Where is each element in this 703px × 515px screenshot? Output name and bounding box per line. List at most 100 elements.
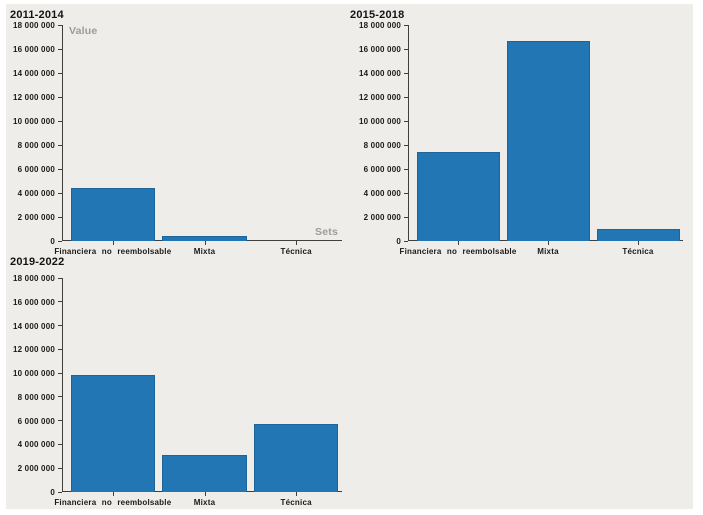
y-tick (58, 301, 62, 303)
y-tick (58, 372, 62, 374)
x-tick (296, 492, 298, 496)
bar-financiera-no-reembolsable (416, 152, 500, 241)
y-tick (404, 144, 408, 146)
bar-financiera-no-reembolsable (70, 188, 156, 241)
y-tick-label: 6 000 000 (17, 416, 55, 426)
y-tick (404, 192, 408, 194)
chart-title: 2019-2022 (10, 256, 65, 268)
y-tick (404, 96, 408, 98)
y-tick (404, 240, 408, 242)
y-tick (404, 48, 408, 50)
y-tick-label: 4 000 000 (17, 440, 55, 450)
y-tick-label: 8 000 000 (17, 392, 55, 402)
y-tick-label: 6 000 000 (17, 165, 55, 174)
x-axis-title: Sets (315, 226, 338, 238)
y-tick-label: 2 000 000 (17, 213, 55, 222)
y-tick (58, 396, 62, 398)
y-tick (58, 120, 62, 122)
x-category-label: Financiera no reembolsable (54, 247, 172, 256)
bar-mixta (506, 41, 590, 241)
y-tick (58, 96, 62, 98)
y-tick (58, 72, 62, 74)
chart-2015-2018: 2015-2018 0 2 000 000 4 000 000 6 000 000 8 … (340, 0, 695, 258)
x-tick (296, 241, 298, 245)
y-tick-label: 14 000 000 (12, 321, 55, 331)
y-tick-label: 16 000 000 (12, 45, 55, 54)
y-tick-label: 6 000 000 (363, 165, 401, 174)
y-tick (58, 491, 62, 493)
y-tick (58, 420, 62, 422)
x-tick (112, 241, 114, 245)
y-tick-label: 8 000 000 (17, 141, 55, 150)
x-category-label: Técnica (622, 247, 654, 256)
y-tick (58, 443, 62, 445)
y-axis-line (408, 25, 409, 241)
y-tick-label: 10 000 000 (358, 117, 401, 126)
y-tick-label: 18 000 000 (358, 21, 401, 30)
y-tick (58, 192, 62, 194)
chart-2011-2014: 2011-2014 Value Sets 0 2 000 000 4 000 000… (0, 0, 350, 258)
bar-mixta (162, 455, 247, 492)
x-tick (204, 241, 206, 245)
y-tick-label: 10 000 000 (12, 117, 55, 126)
chart-title: 2011-2014 (10, 9, 64, 21)
plot-area: 0 2 000 000 4 000 000 6 000 000 8 000 000 10 … (13, 21, 342, 256)
y-tick (404, 216, 408, 218)
plot-area: 0 2 000 000 4 000 000 6 000 000 8 000 000 10 … (13, 274, 342, 507)
y-tick-label: 0 (396, 237, 401, 246)
y-axis-line (62, 278, 63, 492)
y-tick (58, 48, 62, 50)
x-category-label: Técnica (280, 498, 312, 507)
y-tick-label: 18 000 000 (12, 21, 55, 30)
x-category-label: Técnica (280, 247, 312, 256)
y-tick-label: 10 000 000 (12, 369, 55, 379)
x-category-label: Mixta (193, 498, 216, 507)
x-category-label: Mixta (193, 247, 216, 256)
y-tick (58, 240, 62, 242)
y-tick-label: 4 000 000 (363, 189, 401, 198)
x-tick (458, 241, 459, 245)
y-tick (58, 325, 62, 327)
y-tick-label: 12 000 000 (12, 345, 55, 355)
y-tick-label: 0 (50, 488, 55, 497)
y-tick-label: 18 000 000 (12, 274, 55, 283)
bar-tecnica (596, 229, 680, 241)
bar-mixta (162, 236, 247, 241)
y-tick (58, 24, 62, 26)
y-axis-line (62, 25, 63, 241)
y-tick-label: 14 000 000 (358, 69, 401, 78)
y-tick (58, 216, 62, 218)
chart-2019-2022: 2019-2022 0 2 000 000 4 000 000 6 000 000 8 … (0, 245, 350, 511)
x-category-label: Financiera no reembolsable (54, 498, 172, 507)
plot-area: 0 2 000 000 4 000 000 6 000 000 8 000 000 10 … (359, 21, 683, 256)
y-tick (58, 168, 62, 170)
y-tick (404, 72, 408, 74)
bar-tecnica (253, 424, 339, 492)
y-tick (404, 120, 408, 122)
y-tick (58, 348, 62, 350)
y-tick-label: 8 000 000 (363, 141, 401, 150)
x-category-label: Mixta (537, 247, 559, 256)
x-tick (548, 241, 549, 245)
x-tick (638, 241, 639, 245)
bar-financiera-no-reembolsable (70, 375, 156, 492)
y-tick-label: 0 (50, 237, 55, 246)
y-tick-label: 4 000 000 (17, 189, 55, 198)
y-tick-label: 14 000 000 (12, 69, 55, 78)
y-axis-title: Value (69, 25, 98, 37)
y-tick-label: 12 000 000 (12, 93, 55, 102)
x-tick (112, 492, 114, 496)
y-tick-label: 2 000 000 (363, 213, 401, 222)
y-tick (58, 144, 62, 146)
x-category-label: Financiera no reembolsable (399, 247, 517, 256)
y-tick (58, 277, 62, 279)
y-tick (58, 467, 62, 469)
y-tick-label: 2 000 000 (17, 464, 55, 474)
y-tick-label: 16 000 000 (12, 297, 55, 307)
y-tick-label: 12 000 000 (358, 93, 401, 102)
chart-title: 2015-2018 (350, 9, 405, 21)
y-tick (404, 24, 408, 26)
x-tick (204, 492, 206, 496)
y-tick-label: 16 000 000 (358, 45, 401, 54)
